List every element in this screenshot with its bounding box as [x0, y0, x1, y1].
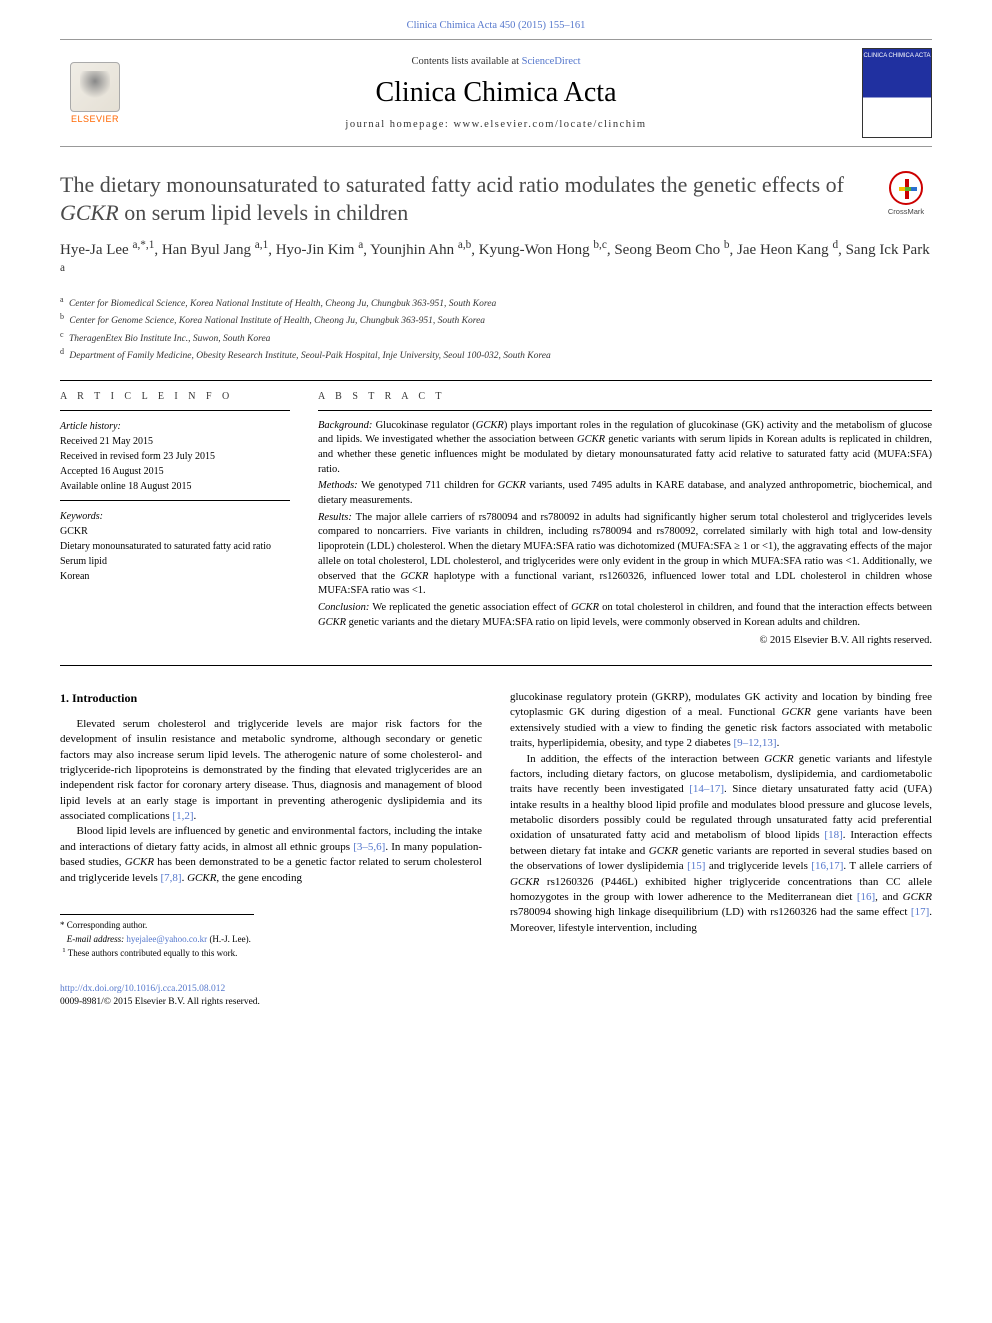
elsevier-name: ELSEVIER [71, 114, 119, 124]
email-line: E-mail address: hyejalee@yahoo.co.kr (H.… [60, 933, 254, 947]
divider [60, 665, 932, 666]
abstract: A B S T R A C T Background: Glucokinase … [318, 391, 932, 649]
doi-link[interactable]: http://dx.doi.org/10.1016/j.cca.2015.08.… [60, 984, 225, 994]
elsevier-logo: ELSEVIER [60, 53, 130, 133]
keywords: Keywords: GCKRDietary monounsaturated to… [60, 509, 290, 584]
abstract-text: Background: Glucokinase regulator (GCKR)… [318, 419, 932, 649]
divider [60, 410, 290, 411]
journal-cover-thumb: CLINICA CHIMICA ACTA [862, 48, 932, 138]
abstract-label: A B S T R A C T [318, 391, 932, 402]
copyright: © 2015 Elsevier B.V. All rights reserved… [318, 634, 932, 649]
article-info: A R T I C L E I N F O Article history: R… [60, 391, 290, 649]
affiliations: a Center for Biomedical Science, Korea N… [60, 294, 932, 364]
divider [318, 410, 932, 411]
sciencedirect-link[interactable]: ScienceDirect [522, 56, 581, 67]
page-footer: http://dx.doi.org/10.1016/j.cca.2015.08.… [60, 983, 932, 1010]
journal-reference: Clinica Chimica Acta 450 (2015) 155–161 [60, 20, 932, 31]
body-paragraph: In addition, the effects of the interact… [510, 752, 932, 937]
article-info-label: A R T I C L E I N F O [60, 391, 290, 402]
intro-heading: 1. Introduction [60, 690, 482, 707]
elsevier-tree-icon [70, 62, 120, 112]
cover-thumb-text: CLINICA CHIMICA ACTA [864, 49, 931, 60]
divider [60, 500, 290, 501]
author-list: Hye-Ja Lee a,*,1, Han Byul Jang a,1, Hyo… [60, 238, 932, 284]
issn-copyright: 0009-8981/© 2015 Elsevier B.V. All right… [60, 997, 260, 1007]
article-body: 1. Introduction Elevated serum cholester… [60, 690, 932, 961]
journal-title: Clinica Chimica Acta [130, 77, 862, 109]
crossmark-badge[interactable]: CrossMark [880, 171, 932, 223]
body-paragraph: Elevated serum cholesterol and triglycer… [60, 717, 482, 825]
banner-center: Contents lists available at ScienceDirec… [130, 56, 862, 130]
divider [60, 380, 932, 381]
body-paragraph: Blood lipid levels are influenced by gen… [60, 824, 482, 886]
crossmark-icon [889, 171, 923, 205]
article-title: The dietary monounsaturated to saturated… [60, 171, 864, 226]
corresponding-author: * Corresponding author. [60, 919, 254, 933]
article-history: Article history: Received 21 May 2015Rec… [60, 419, 290, 494]
body-paragraph: glucokinase regulatory protein (GKRP), m… [510, 690, 932, 752]
email-link[interactable]: hyejalee@yahoo.co.kr [126, 934, 207, 944]
contents-list: Contents lists available at ScienceDirec… [130, 56, 862, 67]
journal-homepage: journal homepage: www.elsevier.com/locat… [130, 119, 862, 130]
contrib-note: 1 These authors contributed equally to t… [60, 946, 254, 961]
crossmark-label: CrossMark [888, 207, 924, 216]
journal-banner: ELSEVIER Contents lists available at Sci… [60, 39, 932, 147]
footnotes: * Corresponding author. E-mail address: … [60, 914, 254, 961]
